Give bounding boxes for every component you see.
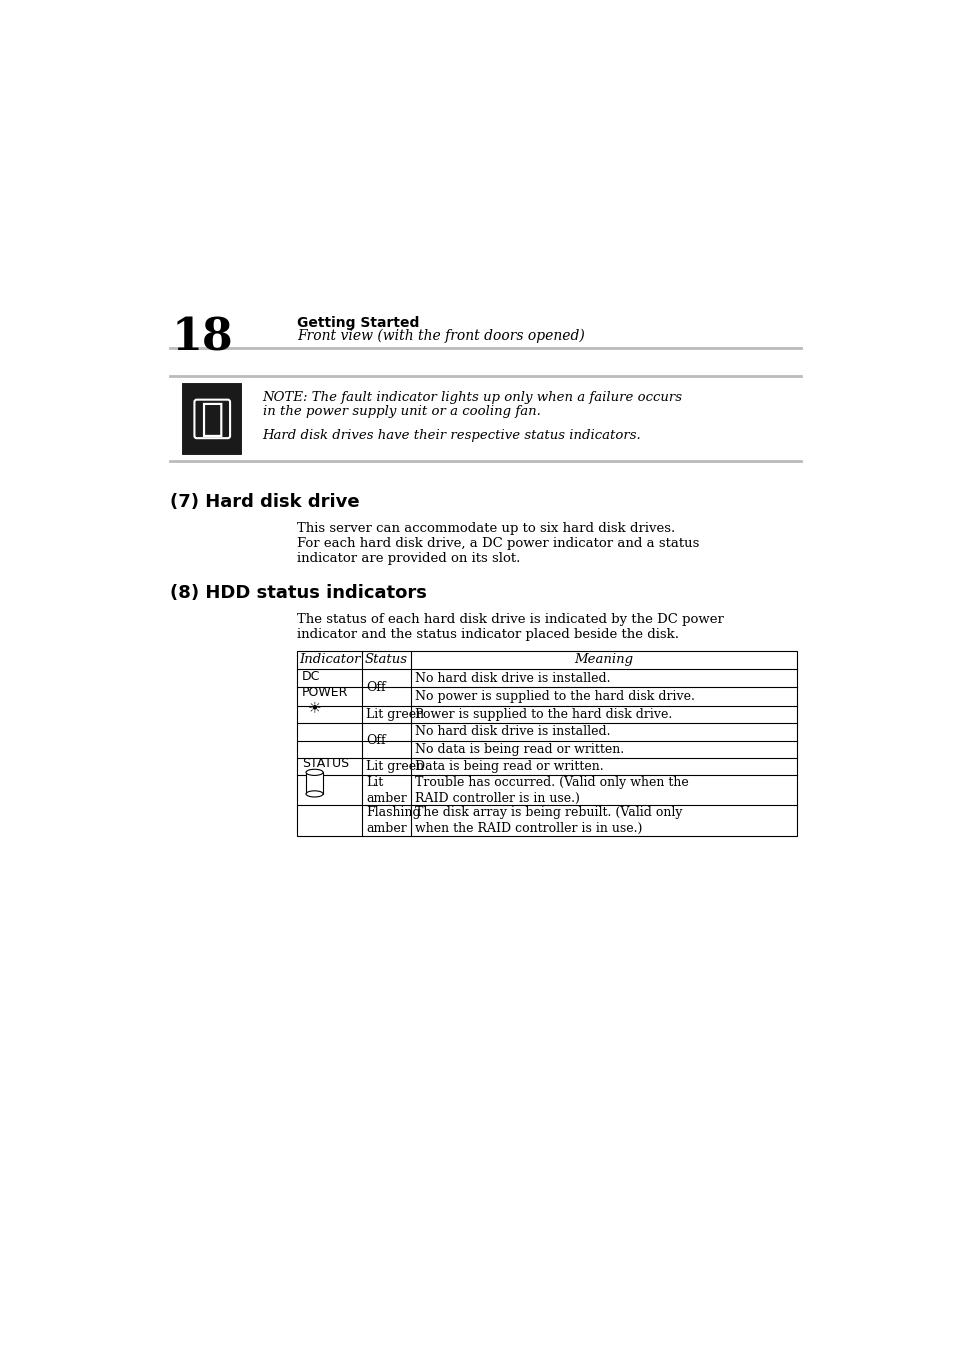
Ellipse shape xyxy=(306,769,323,775)
Text: For each hard disk drive, a DC power indicator and a status: For each hard disk drive, a DC power ind… xyxy=(297,538,700,550)
Text: Lit green: Lit green xyxy=(366,708,424,720)
Text: Off: Off xyxy=(366,734,386,747)
Bar xyxy=(181,381,243,457)
Text: indicator are provided on its slot.: indicator are provided on its slot. xyxy=(297,551,520,565)
Text: No data is being read or written.: No data is being read or written. xyxy=(415,743,624,757)
Text: Off: Off xyxy=(366,681,386,694)
Text: Flashing
amber: Flashing amber xyxy=(366,807,420,835)
Text: in the power supply unit or a cooling fan.: in the power supply unit or a cooling fa… xyxy=(262,405,540,417)
Text: Power is supplied to the hard disk drive.: Power is supplied to the hard disk drive… xyxy=(415,708,672,720)
Text: No power is supplied to the hard disk drive.: No power is supplied to the hard disk dr… xyxy=(415,690,695,703)
Text: (7) Hard disk drive: (7) Hard disk drive xyxy=(170,493,359,511)
Text: No hard disk drive is installed.: No hard disk drive is installed. xyxy=(415,671,610,685)
Text: No hard disk drive is installed.: No hard disk drive is installed. xyxy=(415,725,610,739)
Text: Data is being read or written.: Data is being read or written. xyxy=(415,761,603,773)
Text: Status: Status xyxy=(364,654,407,666)
Text: The disk array is being rebuilt. (Valid only
when the RAID controller is in use.: The disk array is being rebuilt. (Valid … xyxy=(415,807,682,835)
Text: ✊: ✊ xyxy=(200,400,224,438)
Text: indicator and the status indicator placed beside the disk.: indicator and the status indicator place… xyxy=(297,628,679,640)
Text: Lit green: Lit green xyxy=(366,761,424,773)
Text: DC
POWER: DC POWER xyxy=(302,670,348,700)
Text: Lit
amber: Lit amber xyxy=(366,775,407,805)
Text: (8) HDD status indicators: (8) HDD status indicators xyxy=(170,584,426,603)
Text: This server can accommodate up to six hard disk drives.: This server can accommodate up to six ha… xyxy=(297,523,675,535)
Text: STATUS: STATUS xyxy=(302,758,349,770)
Bar xyxy=(297,651,797,836)
Bar xyxy=(306,773,323,794)
Ellipse shape xyxy=(306,790,323,797)
Text: Hard disk drives have their respective status indicators.: Hard disk drives have their respective s… xyxy=(262,430,640,442)
Text: Trouble has occurred. (Valid only when the
RAID controller is in use.): Trouble has occurred. (Valid only when t… xyxy=(415,775,688,805)
Bar xyxy=(170,377,801,461)
Text: 18: 18 xyxy=(171,316,233,359)
Text: Front view (with the front doors opened): Front view (with the front doors opened) xyxy=(297,328,584,343)
Text: The status of each hard disk drive is indicated by the DC power: The status of each hard disk drive is in… xyxy=(297,613,723,627)
Text: Meaning: Meaning xyxy=(574,654,633,666)
FancyBboxPatch shape xyxy=(194,400,230,438)
Text: Indicator: Indicator xyxy=(298,654,360,666)
Text: ☀: ☀ xyxy=(308,701,321,715)
Text: NOTE: The fault indicator lights up only when a failure occurs: NOTE: The fault indicator lights up only… xyxy=(262,390,682,404)
Text: Getting Started: Getting Started xyxy=(297,316,419,330)
